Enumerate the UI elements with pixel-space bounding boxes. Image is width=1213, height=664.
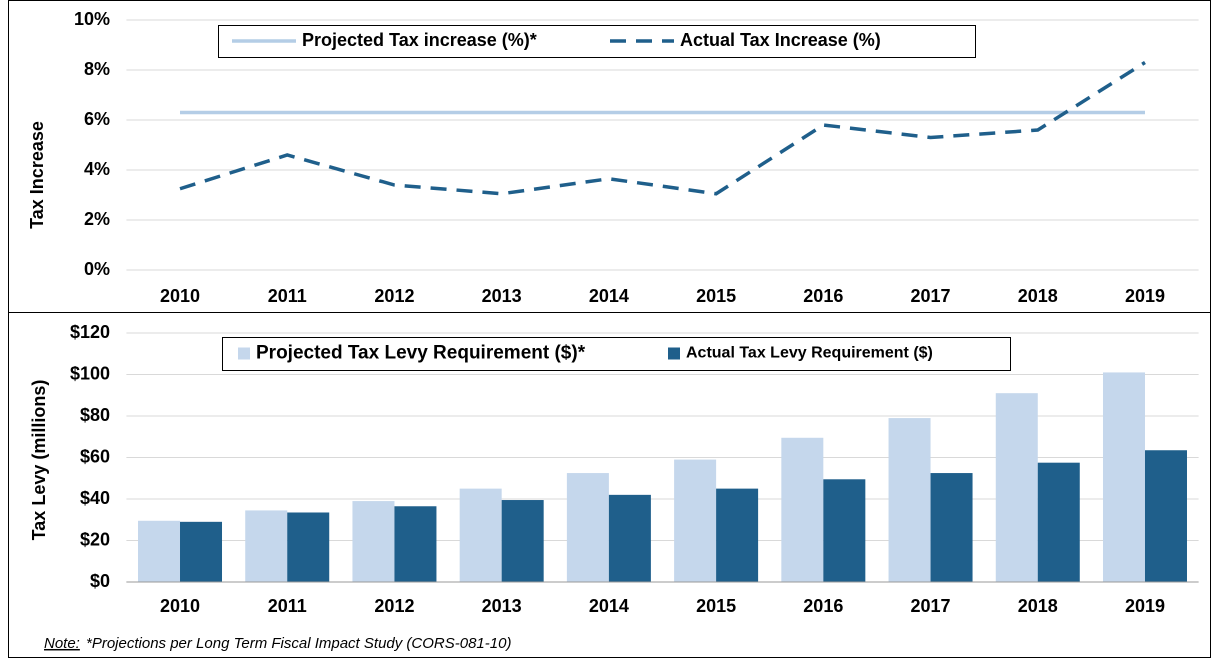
x-tick-label: 2014 — [589, 596, 629, 616]
y-tick-label: $20 — [80, 529, 110, 549]
bar — [1144, 450, 1187, 582]
bar — [995, 393, 1038, 582]
note-text: *Projections per Long Term Fiscal Impact… — [86, 635, 511, 652]
y-tick-label: $40 — [80, 488, 110, 508]
legend-swatch — [238, 347, 250, 360]
x-tick-label: 2010 — [160, 596, 200, 616]
y-tick-label: 10% — [74, 9, 110, 29]
bar — [781, 437, 824, 582]
y-tick-label: 0% — [84, 259, 110, 279]
legend-label: Actual Tax Increase (%) — [680, 30, 881, 50]
legend-label: Projected Tax Levy Requirement ($)* — [256, 343, 586, 364]
y-tick-label: $120 — [70, 322, 110, 342]
bar — [1102, 372, 1145, 582]
bar — [716, 488, 759, 582]
bar — [287, 512, 330, 582]
x-tick-label: 2011 — [268, 286, 307, 306]
x-tick-label: 2012 — [374, 596, 414, 616]
x-tick-label: 2016 — [803, 596, 843, 616]
bar — [1037, 462, 1080, 582]
x-tick-label: 2019 — [1125, 596, 1165, 616]
y-tick-label: 6% — [84, 109, 110, 129]
bar — [930, 473, 973, 582]
x-tick-label: 2019 — [1125, 286, 1165, 306]
bar — [180, 521, 223, 582]
bar — [245, 510, 288, 582]
legend-label: Projected Tax increase (%)* — [302, 30, 537, 50]
y-tick-label: 8% — [84, 59, 110, 79]
y-tick-label: 4% — [84, 159, 110, 179]
x-tick-label: 2011 — [268, 596, 307, 616]
bar — [394, 506, 437, 582]
bar — [138, 520, 181, 582]
y-axis-title: Tax Levy (millions) — [29, 380, 49, 541]
x-tick-label: 2013 — [482, 286, 522, 306]
series-line — [179, 61, 1146, 196]
x-tick-label: 2016 — [803, 286, 843, 306]
note-label: Note: — [44, 635, 80, 652]
y-tick-label: $60 — [80, 446, 110, 466]
bar — [501, 500, 544, 582]
frame-bottom — [8, 312, 1211, 658]
bar — [608, 494, 651, 582]
legend-box — [218, 25, 976, 58]
y-tick-label: 2% — [84, 209, 110, 229]
bar — [888, 418, 931, 582]
bar — [566, 473, 609, 582]
legend-box — [222, 337, 1011, 371]
x-tick-label: 2017 — [911, 286, 951, 306]
y-tick-label: $0 — [90, 571, 110, 591]
x-tick-label: 2017 — [911, 596, 951, 616]
bar — [823, 479, 866, 582]
y-tick-label: $80 — [80, 405, 110, 425]
x-tick-label: 2018 — [1018, 596, 1058, 616]
x-tick-label: 2015 — [696, 596, 736, 616]
x-tick-label: 2014 — [589, 286, 629, 306]
legend-swatch — [668, 347, 680, 360]
x-tick-label: 2012 — [374, 286, 414, 306]
bar — [459, 488, 502, 582]
x-tick-label: 2013 — [482, 596, 522, 616]
x-tick-label: 2018 — [1018, 286, 1058, 306]
x-tick-label: 2010 — [160, 286, 200, 306]
y-tick-label: $100 — [70, 363, 110, 383]
x-tick-label: 2015 — [696, 286, 736, 306]
legend-label: Actual Tax Levy Requirement ($) — [686, 345, 933, 362]
bar — [674, 459, 717, 582]
bar — [352, 501, 395, 582]
y-axis-title: Tax Increase — [27, 121, 47, 229]
